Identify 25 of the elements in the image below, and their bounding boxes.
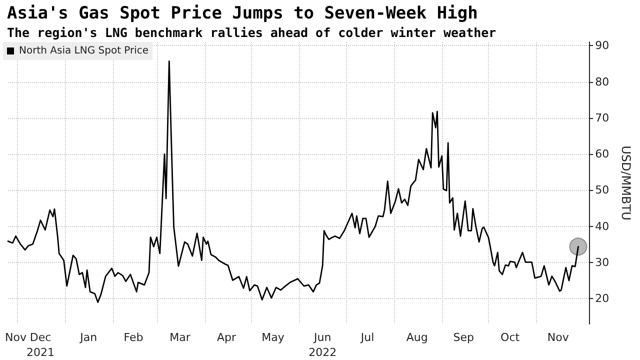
y-tick-label: 30 [595,256,610,270]
x-tick-label: Jul [360,331,374,344]
x-tick-label: Jun 2022 [308,331,337,359]
x-tick-label: Dec 2021 [26,331,55,359]
y-tick-label: 70 [595,111,610,124]
x-tick-label: Mar [170,331,191,344]
chart-title: Asia's Gas Spot Price Jumps to Seven-Week High [7,4,478,24]
x-tick-label: Jan [79,331,98,344]
y-tick-label: 60 [595,148,610,161]
y-axis-title: USD/MMBTU [619,146,633,220]
y-tick-label: 90 [595,39,610,52]
y-tick-label: 40 [595,220,610,233]
legend-label: North Asia LNG Spot Price [19,46,149,56]
x-tick-label: Nov [547,331,570,344]
x-tick-label: Apr [216,331,236,344]
chart-subtitle: The region's LNG benchmark rallies ahead of colder winter weather [7,25,497,40]
x-tick-label: Oct [500,331,520,344]
x-tick-label: May [262,331,285,344]
x-tick-label: Feb [124,331,144,344]
x-tick-label: Sep [453,331,474,344]
x-tick-label: Aug [406,331,428,344]
y-tick-label: 20 [595,292,610,306]
y-tick-label: 50 [595,184,610,197]
y-tick-label: 80 [595,75,610,88]
x-tick-label: Nov [5,331,27,344]
